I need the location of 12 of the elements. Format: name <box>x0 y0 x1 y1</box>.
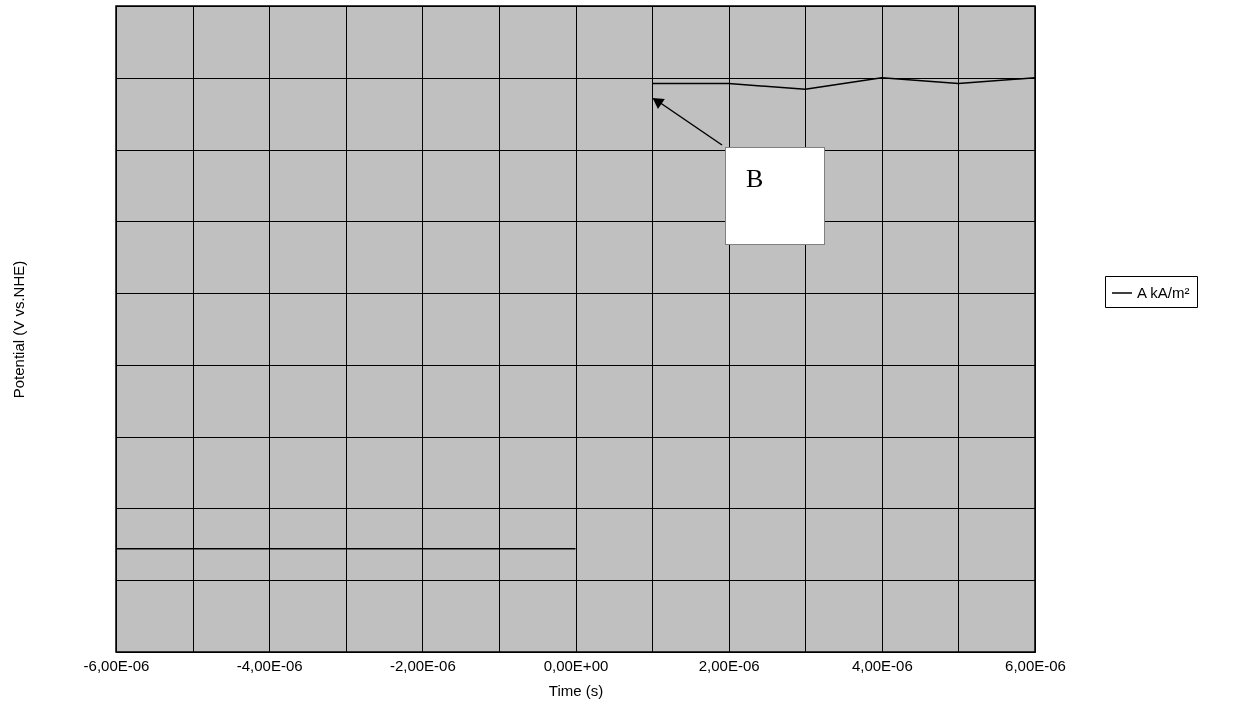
x-tick-label: 6,00E-06 <box>1005 656 1066 674</box>
x-axis-title: Time (s) <box>548 681 604 699</box>
x-tick-label: -2,00E-06 <box>389 656 456 674</box>
x-tick-label: -4,00E-06 <box>236 656 303 674</box>
label-box: B <box>725 147 825 245</box>
annotation: B <box>746 164 764 193</box>
y-axis-title: Potential (V vs.NHE) <box>9 260 27 399</box>
x-tick-label: 4,00E-06 <box>851 656 913 674</box>
x-tick-label: 0,00E+00 <box>543 656 609 674</box>
legend-label: A kA/m² <box>1137 284 1190 301</box>
x-tick-label: -6,00E-06 <box>83 656 150 674</box>
x-tick-label: 2,00E-06 <box>698 656 760 674</box>
